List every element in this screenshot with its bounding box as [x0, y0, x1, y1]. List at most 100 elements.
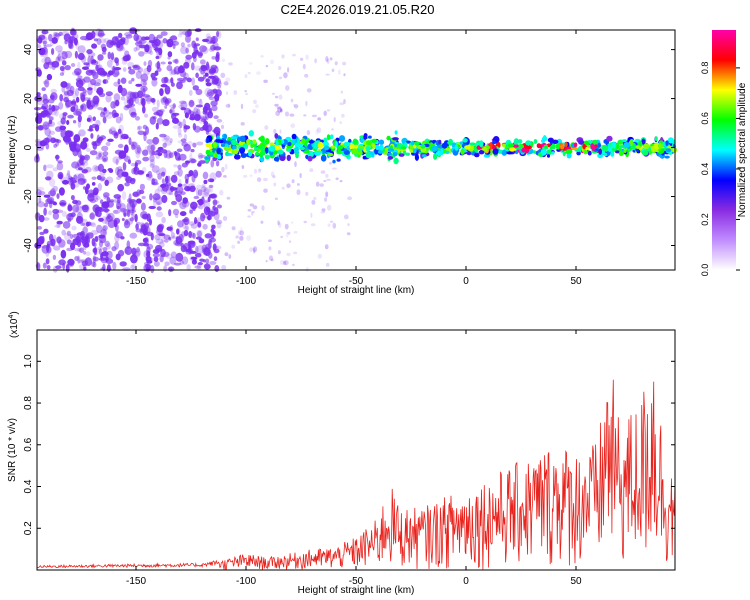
spectrogram-speckle — [67, 203, 72, 211]
spectrogram-speckle — [70, 63, 76, 67]
spectrogram-speckle — [110, 101, 116, 109]
spectrogram-speckle — [310, 212, 313, 218]
spectrogram-speckle — [55, 265, 62, 270]
spectrogram-speckle — [62, 221, 71, 229]
spectrogram-speckle — [184, 173, 190, 182]
spectrogram-speckle — [95, 78, 102, 84]
spectrogram-speckle — [240, 122, 245, 126]
spectrogram-speckle — [246, 235, 252, 242]
spectrogram-speckle — [61, 51, 68, 60]
spectrogram-speckle — [191, 51, 197, 59]
spectrogram-speckle — [77, 114, 82, 123]
spectrogram-speckle — [111, 246, 117, 252]
spectrogram-speckle — [90, 190, 98, 198]
spectrogram-speckle — [149, 163, 155, 168]
spectrogram-speckle — [145, 126, 150, 135]
spectrogram-speckle — [115, 231, 123, 239]
spectrogram-speckle — [213, 115, 219, 120]
spectrogram-speckle — [178, 178, 182, 186]
spectrogram-speckle — [37, 36, 43, 44]
spectrogram-speckle — [286, 252, 291, 257]
spectrogram-speckle — [252, 246, 258, 253]
spectrogram-speckle — [48, 210, 52, 216]
spectrogram-speckle — [87, 87, 93, 91]
spectrogram-speckle — [92, 141, 98, 150]
spectrogram-speckle — [195, 104, 204, 108]
spectrogram-speckle — [34, 138, 42, 144]
spectrogram-speckle — [142, 105, 146, 114]
spectrogram-speckle — [153, 47, 162, 52]
spectrogram-speckle — [159, 133, 167, 138]
spectrogram-speckle — [240, 103, 244, 109]
spectrogram-speckle — [106, 60, 113, 68]
spectrogram-speckle — [139, 183, 145, 191]
spectrogram-speckle — [339, 102, 345, 106]
spectrogram-speckle — [161, 137, 170, 142]
spectrogram-speckle — [67, 170, 71, 177]
spectrogram-speckle — [210, 228, 215, 233]
spectrogram-band-cell — [585, 146, 589, 151]
spectrogram-speckle — [274, 95, 279, 99]
spectrogram-band-cell — [336, 151, 343, 155]
spectrogram-speckle — [274, 197, 278, 201]
spectrogram-band-cell — [240, 135, 246, 142]
spectrogram-speckle — [124, 50, 130, 57]
spectrogram-speckle — [203, 179, 208, 185]
spectrogram-speckle — [114, 72, 120, 76]
spectrogram-band-cell — [414, 153, 419, 161]
spectrogram-speckle — [305, 191, 309, 196]
spectrogram-speckle — [136, 198, 142, 204]
spectrogram-speckle — [36, 113, 45, 118]
spectrogram-speckle — [132, 250, 141, 258]
spectrogram-speckle — [119, 261, 127, 267]
spectrogram-speckle — [202, 223, 208, 230]
spectrogram-speckle — [107, 138, 114, 142]
spectrogram-speckle — [248, 62, 253, 65]
spectrogram-speckle — [213, 200, 220, 204]
spectrogram-speckle — [97, 246, 103, 251]
spectrogram-speckle — [326, 109, 331, 112]
spectrogram-speckle — [202, 215, 209, 219]
spectrogram-band-cell — [517, 139, 523, 144]
colorbar-tick-label: 0.2 — [700, 213, 710, 226]
spectrogram-speckle — [155, 55, 160, 60]
spectrogram-speckle — [129, 232, 138, 239]
spectrogram-band-cell — [212, 142, 217, 148]
spectrogram-speckle — [102, 79, 107, 84]
spectrogram-speckle — [315, 128, 319, 135]
spectrogram-band-cell — [533, 139, 538, 144]
spectrogram-speckle — [273, 128, 277, 134]
spectrogram-speckle — [164, 140, 172, 146]
spectrogram-speckle — [202, 38, 210, 43]
spectrogram-speckle — [214, 265, 220, 272]
spectrogram-speckle — [180, 107, 187, 111]
spectrogram-speckle — [279, 260, 285, 265]
spectrogram-speckle — [202, 192, 210, 198]
spectrogram-speckle — [67, 258, 75, 266]
spectrogram-speckle — [121, 218, 125, 221]
spectrogram-speckle — [256, 71, 261, 75]
spectrogram-speckle — [74, 50, 78, 59]
spectrogram-band-cell — [287, 141, 292, 147]
spectrogram-speckle — [197, 76, 205, 82]
spectrogram-speckle — [205, 36, 213, 45]
spectrogram-speckle — [205, 82, 212, 87]
spectrogram-speckle — [69, 233, 74, 240]
spectrogram-speckle — [175, 194, 183, 202]
spectrogram-speckle — [99, 199, 104, 205]
spectrogram-speckle — [325, 262, 330, 267]
spectrogram-speckle — [135, 223, 139, 230]
spectrogram-speckle — [279, 129, 282, 134]
spectrogram-speckle — [51, 48, 55, 55]
spectrogram-speckle — [129, 177, 136, 185]
spectrogram-speckle — [156, 201, 161, 206]
spectrogram-speckle — [175, 252, 184, 262]
spectrogram-speckle — [327, 223, 331, 227]
spectrogram-speckle — [201, 186, 207, 193]
spectrogram-speckle — [197, 98, 202, 104]
spectrogram-speckle — [204, 87, 212, 97]
spectrogram-speckle — [277, 106, 282, 113]
spectrogram-speckle — [102, 71, 108, 76]
spectrogram-speckle — [170, 77, 174, 84]
spectrogram-band-cell — [433, 153, 438, 160]
